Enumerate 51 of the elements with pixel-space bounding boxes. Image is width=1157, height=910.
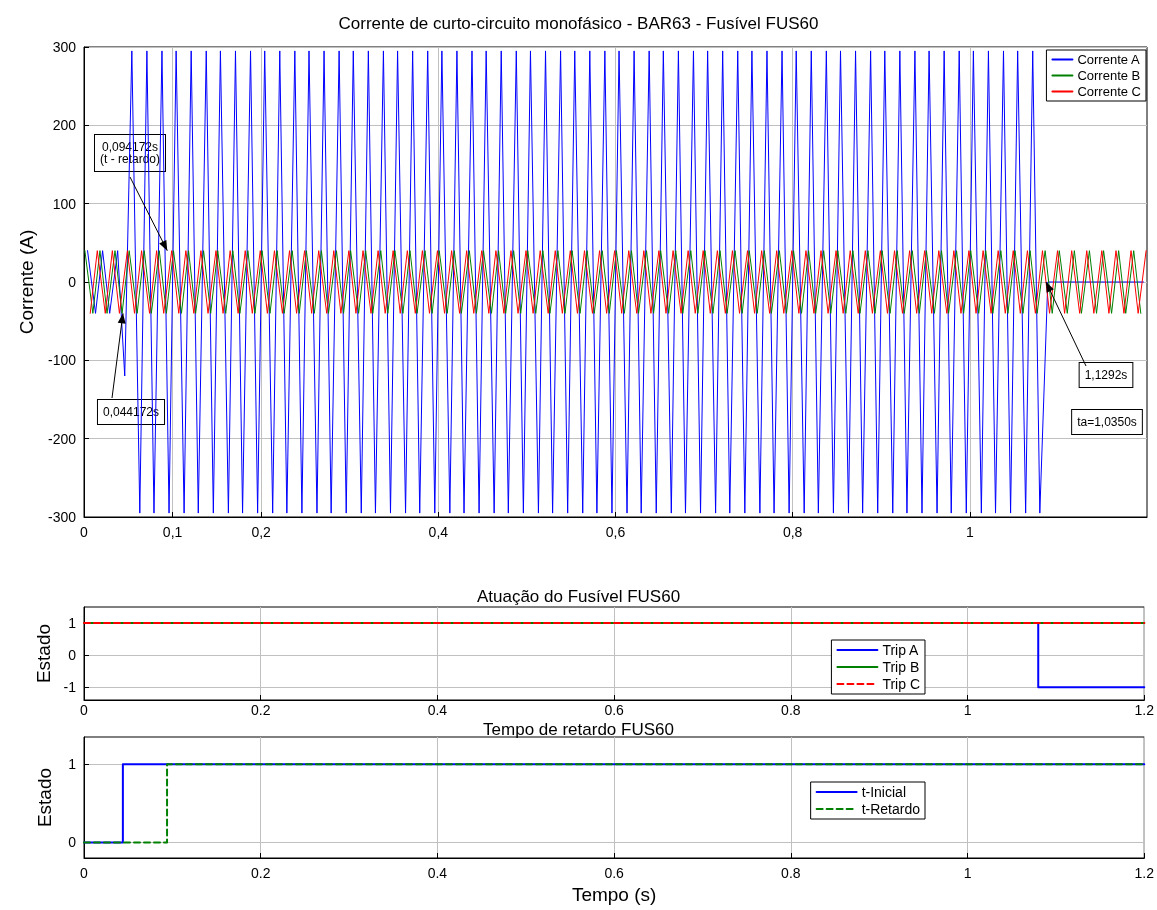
x-tick-label: 1 bbox=[963, 865, 972, 881]
x-tick-label: 0.8 bbox=[781, 865, 801, 881]
y-tick-label: -1 bbox=[63, 679, 77, 696]
y-tick-label: 100 bbox=[52, 195, 77, 212]
y-axis-title: Estado bbox=[32, 623, 54, 684]
x-tick-label: 0.2 bbox=[250, 702, 271, 718]
y-axis-title: Corrente (A) bbox=[16, 229, 37, 335]
y-tick-label: -100 bbox=[47, 352, 77, 369]
x-tick-label: 1 bbox=[965, 524, 974, 540]
x-tick-label: 0,6 bbox=[605, 524, 626, 540]
x-tick-label: 0.6 bbox=[604, 865, 625, 881]
x-axis-title: Tempo (s) bbox=[571, 883, 657, 905]
chart-title: Tempo de retardo FUS60 bbox=[483, 720, 674, 739]
x-tick-label: 1.2 bbox=[1134, 702, 1155, 718]
line-series bbox=[87, 50, 1144, 514]
y-tick-label: -300 bbox=[47, 509, 77, 525]
x-tick-label: 0.4 bbox=[427, 865, 448, 881]
legend-label: Trip A bbox=[882, 642, 920, 658]
chart-title: Atuação do Fusível FUS60 bbox=[476, 587, 681, 606]
x-tick-label: 0,8 bbox=[782, 524, 803, 540]
x-tick-label: 0,4 bbox=[428, 524, 449, 540]
y-tick-label: 1 bbox=[68, 615, 77, 632]
legend-label: t-Inicial bbox=[861, 784, 906, 800]
x-tick-label: 0,1 bbox=[162, 524, 183, 540]
x-tick-label: 1 bbox=[963, 702, 972, 718]
y-tick-label: 200 bbox=[52, 117, 77, 134]
y-tick-label: 1 bbox=[68, 756, 77, 773]
legend-label: Trip C bbox=[882, 676, 920, 692]
y-axis-title: Estado bbox=[34, 767, 55, 828]
x-tick-label: 0.6 bbox=[604, 702, 625, 718]
x-tick-label: 0 bbox=[80, 702, 89, 718]
legend-label: Corrente B bbox=[1077, 68, 1141, 83]
annotation: 1,1292s bbox=[1084, 368, 1128, 382]
y-tick-label: 300 bbox=[52, 39, 77, 55]
x-tick-label: 0 bbox=[80, 524, 89, 540]
legend-label: Corrente A bbox=[1077, 52, 1140, 67]
annotation: ta=1,0350s bbox=[1077, 415, 1137, 429]
legend-label: t-Retardo bbox=[861, 801, 921, 817]
legend-label: Trip B bbox=[882, 659, 920, 675]
x-tick-label: 0.2 bbox=[250, 865, 271, 881]
y-tick-label: -200 bbox=[47, 430, 77, 447]
legend-label: Corrente C bbox=[1077, 84, 1141, 99]
x-tick-label: 0.4 bbox=[427, 702, 448, 718]
y-tick-label: 0 bbox=[68, 834, 77, 851]
x-tick-label: 0 bbox=[80, 865, 89, 881]
x-tick-label: 0.8 bbox=[781, 702, 801, 718]
x-tick-label: 1.2 bbox=[1134, 865, 1155, 881]
y-tick-label: 0 bbox=[68, 274, 77, 290]
chart-title: Corrente de curto-circuito monofásico - BAR63 - Fusível FUS60 bbox=[338, 14, 819, 33]
x-tick-label: 0,2 bbox=[251, 524, 272, 540]
y-tick-label: 0 bbox=[68, 647, 77, 664]
